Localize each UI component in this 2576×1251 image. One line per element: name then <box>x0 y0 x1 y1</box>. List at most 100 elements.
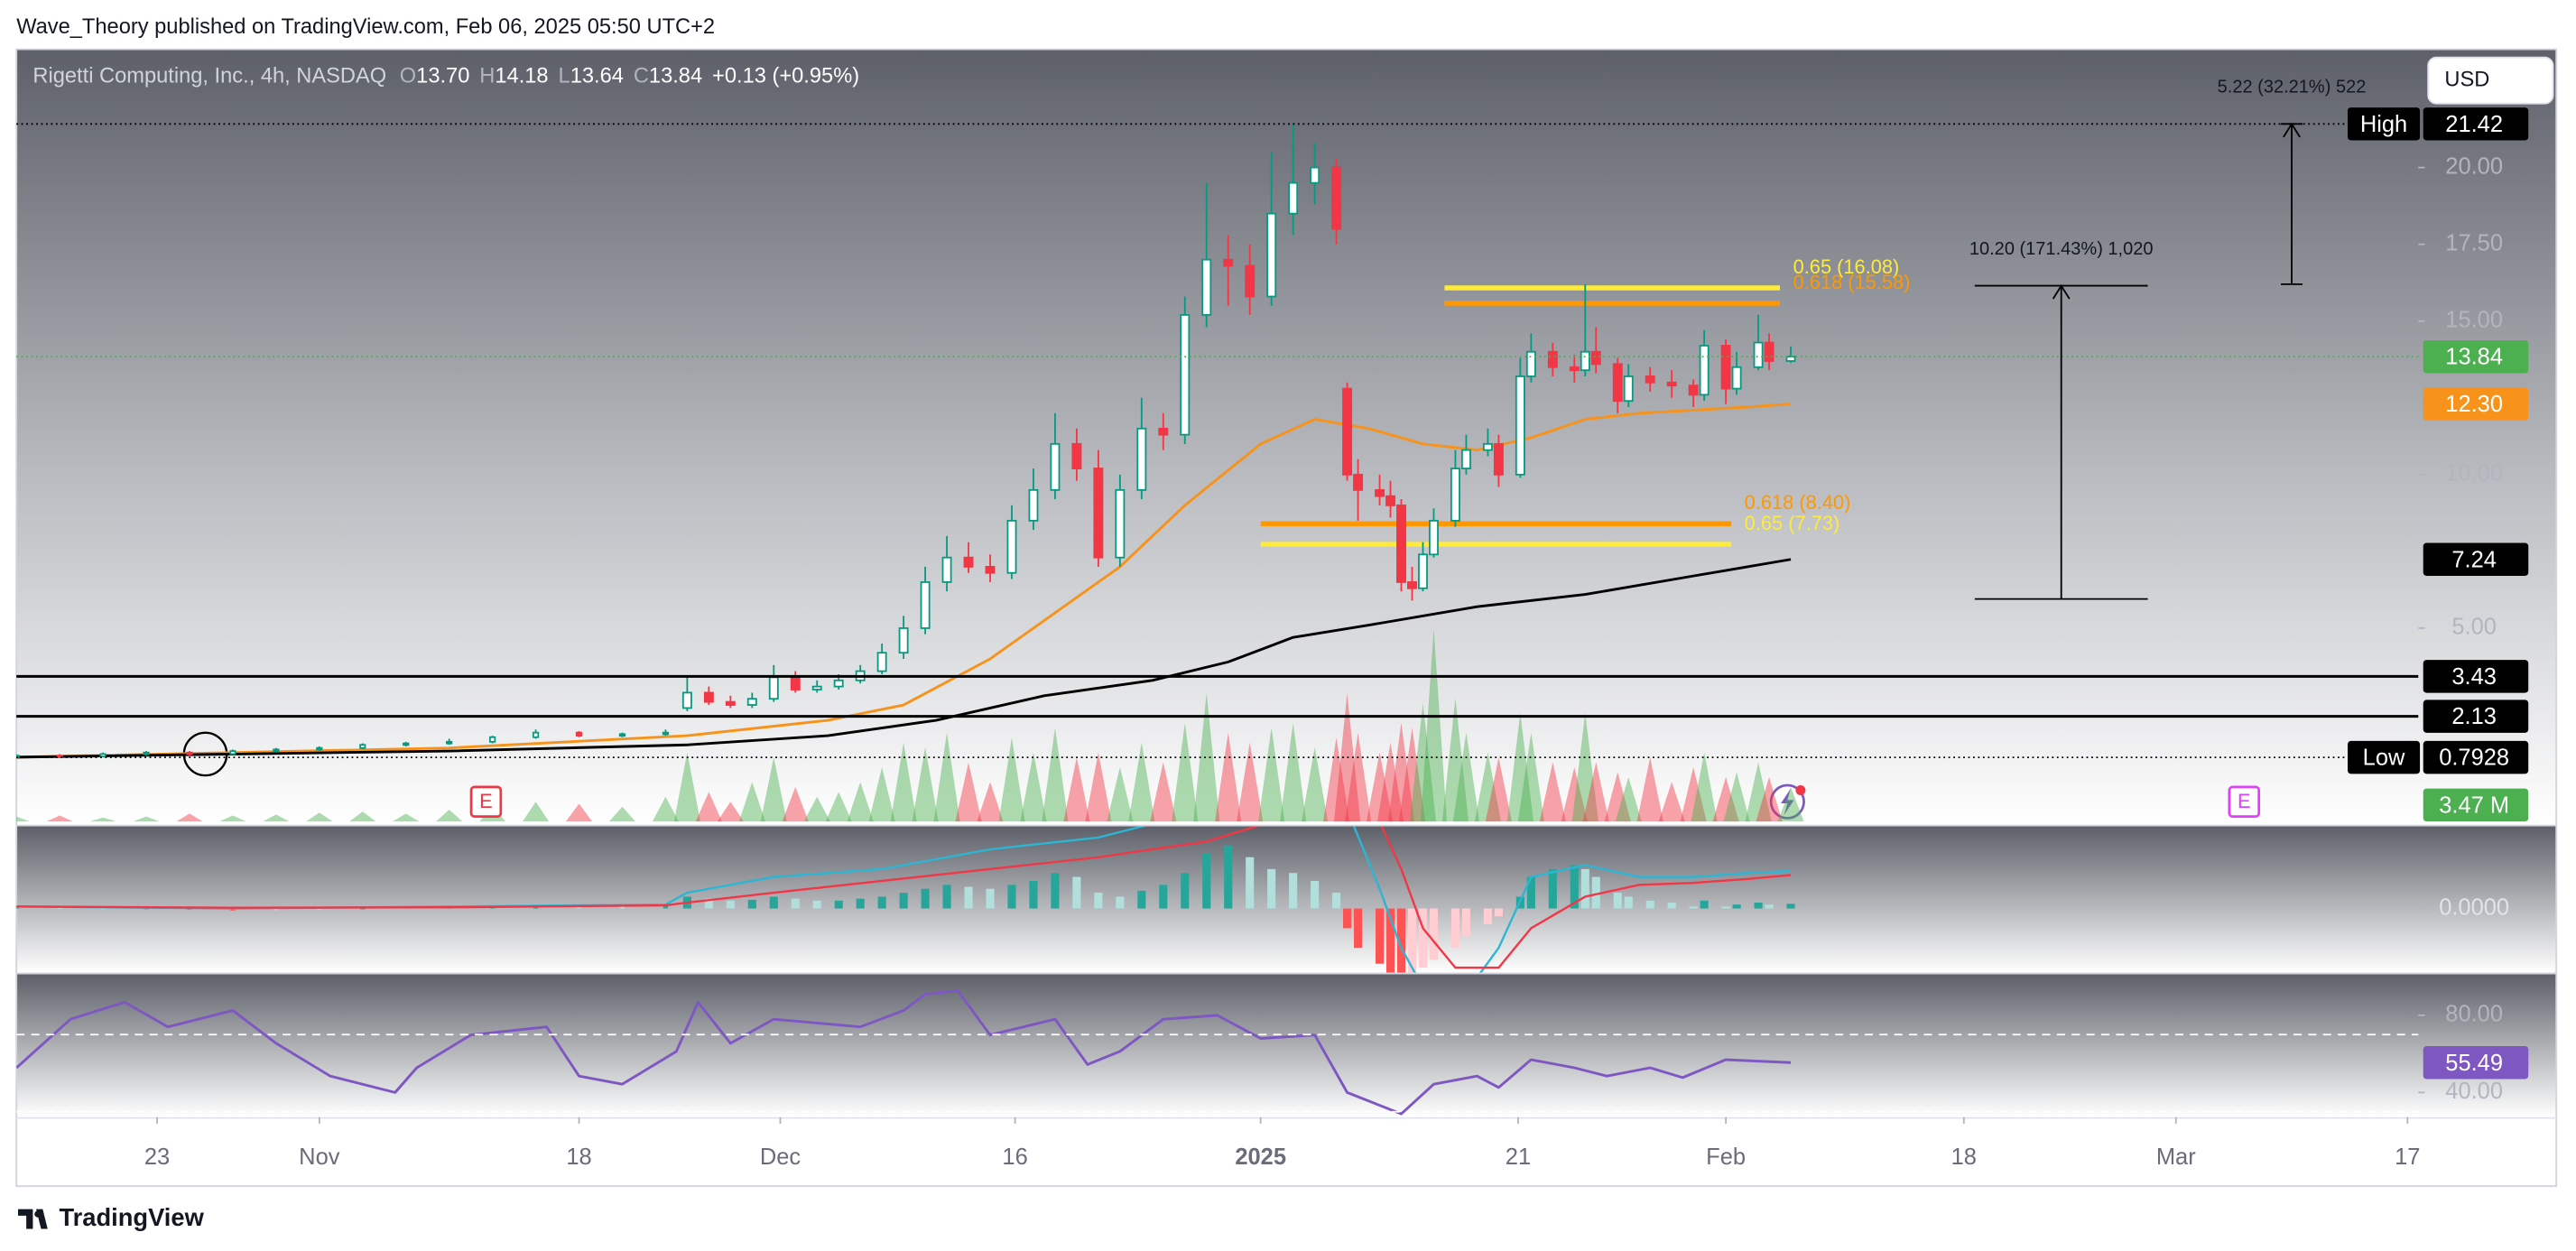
price-label-box <box>2423 339 2529 374</box>
macd-histogram-bar <box>1029 880 1038 909</box>
volume-mark <box>176 813 203 822</box>
price-label: 13.84 <box>2445 345 2503 370</box>
event-label: E <box>2238 790 2251 812</box>
publisher-header: Wave_Theory published on TradingView.com… <box>16 15 715 39</box>
price-label: 7.24 <box>2451 547 2497 572</box>
macd-histogram-bar <box>1407 908 1417 973</box>
candle-body <box>1310 166 1320 184</box>
volume-mark <box>1756 776 1783 822</box>
volume-mark <box>1745 762 1772 822</box>
rsi-tick-label: 40.00 <box>2445 1079 2503 1104</box>
volume-mark <box>868 767 895 822</box>
currency-label[interactable]: USD <box>2444 68 2489 91</box>
macd-histogram-bar <box>1267 868 1276 909</box>
macd-histogram-bar <box>986 888 995 909</box>
macd-histogram-bar <box>769 896 778 909</box>
legend-value: 13.84 <box>649 65 702 88</box>
measure-arrowhead <box>2052 283 2071 300</box>
macd-histogram-bar <box>812 900 821 909</box>
candle-body <box>1385 495 1395 506</box>
candle-body <box>876 652 887 672</box>
x-tick-label: 23 <box>144 1144 170 1170</box>
candle-body <box>768 676 779 700</box>
icon-bolt[interactable] <box>1781 788 1794 815</box>
currency-button[interactable] <box>2427 56 2554 105</box>
price-label: 2.13 <box>2451 704 2497 729</box>
volume-mark <box>717 802 744 822</box>
macd-histogram-bar <box>317 908 322 910</box>
price-plot <box>16 124 1804 822</box>
candle-body <box>1136 427 1147 491</box>
price-label-box <box>2423 700 2529 733</box>
chart-border <box>15 48 2558 1188</box>
volume-mark <box>760 757 787 822</box>
macd-histogram-bar <box>1311 880 1320 909</box>
candle-body <box>1288 181 1299 215</box>
macd-histogram-bar <box>1700 900 1709 909</box>
macd-histogram-bar <box>1721 906 1730 909</box>
volume-mark <box>46 815 73 822</box>
price-label-box <box>2423 660 2529 693</box>
x-tick-label: Mar <box>2156 1144 2196 1170</box>
volume-mark <box>263 814 290 822</box>
legend: Rigetti Computing, Inc., 4h, NASDAQ O13.7… <box>32 65 859 88</box>
macd-histogram-bar <box>57 908 62 910</box>
volume-mark <box>1561 767 1588 822</box>
macd-histogram-bar <box>1786 904 1795 909</box>
candle-body <box>1753 341 1764 368</box>
candle-body <box>1050 442 1061 491</box>
volume-mark <box>890 742 917 822</box>
volume-mark <box>1280 722 1307 822</box>
volume-mark <box>1107 767 1134 822</box>
candle-body <box>273 748 280 753</box>
macd-histogram-bar <box>899 893 908 909</box>
macd-histogram-bar <box>1051 873 1060 909</box>
macd-histogram-bar <box>1343 908 1352 929</box>
macd-histogram-bar <box>1613 893 1622 909</box>
candle-body <box>1688 385 1699 396</box>
volume-mark <box>847 782 874 822</box>
macd-histogram-bar <box>1429 908 1439 960</box>
rsi-label-box <box>2423 1046 2529 1080</box>
rsi-label: 55.49 <box>2445 1051 2503 1076</box>
x-tick-label: 16 <box>1002 1144 1027 1170</box>
volume-mark <box>1636 757 1663 822</box>
macd-histogram-bar <box>16 907 19 909</box>
volume-mark <box>16 816 30 822</box>
macd-histogram-bar <box>877 896 886 909</box>
price-tag: Low <box>2363 746 2405 771</box>
measure-label: 5.22 (32.21%) 522 <box>2218 78 2367 97</box>
price-tag-box <box>2347 107 2421 141</box>
macd-histogram-bar <box>1159 885 1168 909</box>
volume-mark <box>1777 787 1804 822</box>
candle-body <box>1460 449 1471 469</box>
moving-average <box>16 403 1792 759</box>
macd-histogram-bar <box>1332 893 1341 909</box>
y-tick-label: 17.50 <box>2445 230 2503 255</box>
price-label: 0.7928 <box>2439 746 2509 771</box>
volume-mark <box>738 782 765 822</box>
x-tick-label: 18 <box>1951 1144 1977 1170</box>
volume-mark <box>1615 776 1642 822</box>
volume-mark <box>955 762 982 822</box>
macd-histogram-bar <box>1246 857 1255 909</box>
volume-mark <box>1376 742 1404 822</box>
volume-mark <box>1150 762 1177 822</box>
macd-histogram-bar <box>1570 865 1579 909</box>
macd-histogram-bar <box>704 898 713 909</box>
volume-mark <box>1582 762 1609 822</box>
legend-key: H <box>479 65 495 88</box>
macd-tick-label: 0.0000 <box>2439 894 2509 920</box>
price-label-box <box>2423 740 2529 774</box>
candle-body <box>920 581 931 629</box>
candle-body <box>186 751 193 755</box>
volume-mark <box>1345 732 1372 822</box>
price-label-box <box>2423 387 2529 421</box>
macd-histogram-bar <box>921 888 930 909</box>
replay-icon[interactable] <box>1769 783 1806 820</box>
icon-dot[interactable] <box>1795 785 1806 795</box>
macd-histogram-bar <box>1181 873 1190 909</box>
candle-body <box>1266 212 1277 298</box>
macd-histogram-bar <box>726 900 735 909</box>
candle-body <box>1429 519 1439 556</box>
